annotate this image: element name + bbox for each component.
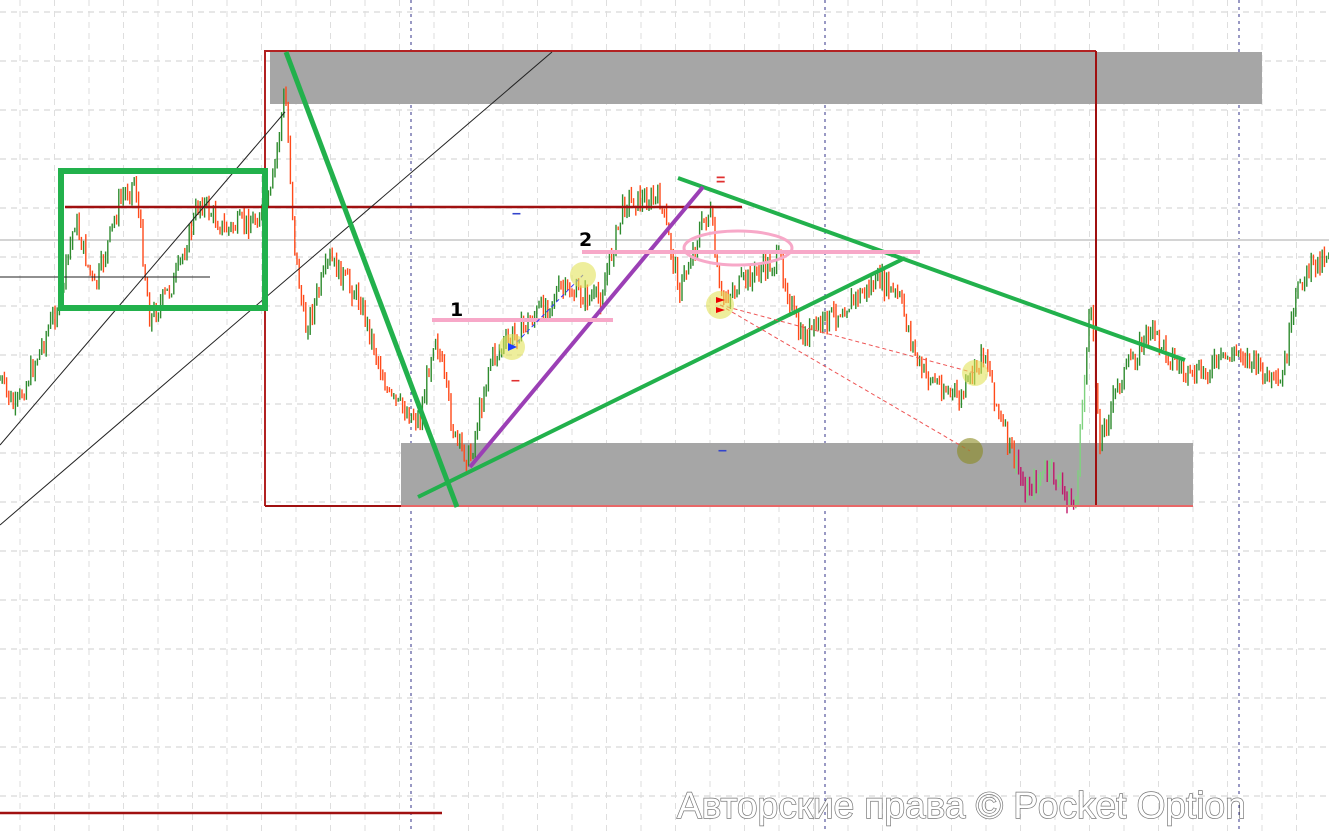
marker-blue-dash: –: [718, 442, 727, 459]
trade-markers: [499, 262, 988, 464]
uptrend-line: [468, 185, 705, 469]
resistance-zone: [270, 52, 1262, 104]
consolidation-box: [58, 168, 268, 311]
marker-red-dash: –: [511, 372, 520, 389]
trade-marker: [570, 262, 596, 288]
buy-arrow-icon: [508, 343, 517, 351]
sell-arrow-icon: [716, 307, 725, 313]
highlight-ellipse: [682, 229, 794, 267]
support-zone: [401, 443, 1193, 506]
triangle-resistance-line: [677, 176, 1186, 362]
channel-line-upper: [0, 111, 286, 446]
range-box-left-top: [264, 50, 1096, 506]
label-2: 2: [579, 229, 592, 251]
downtrend-line: [283, 51, 460, 508]
trade-line: [511, 274, 584, 348]
trade-line: [719, 304, 971, 452]
sell-arrow-icon: [716, 297, 725, 303]
trade-marker: [706, 291, 734, 319]
marker-red-equals: =: [716, 172, 725, 189]
triangle-support-line: [417, 256, 906, 499]
label-1: 1: [450, 299, 463, 321]
marker-blue-dash: –: [512, 205, 521, 222]
trade-line: [719, 304, 976, 374]
trade-marker: [962, 360, 988, 386]
trade-marker: [957, 438, 983, 464]
channel-line-lower: [0, 51, 553, 526]
watermark: Авторские права © Pocket Option: [677, 785, 1246, 826]
